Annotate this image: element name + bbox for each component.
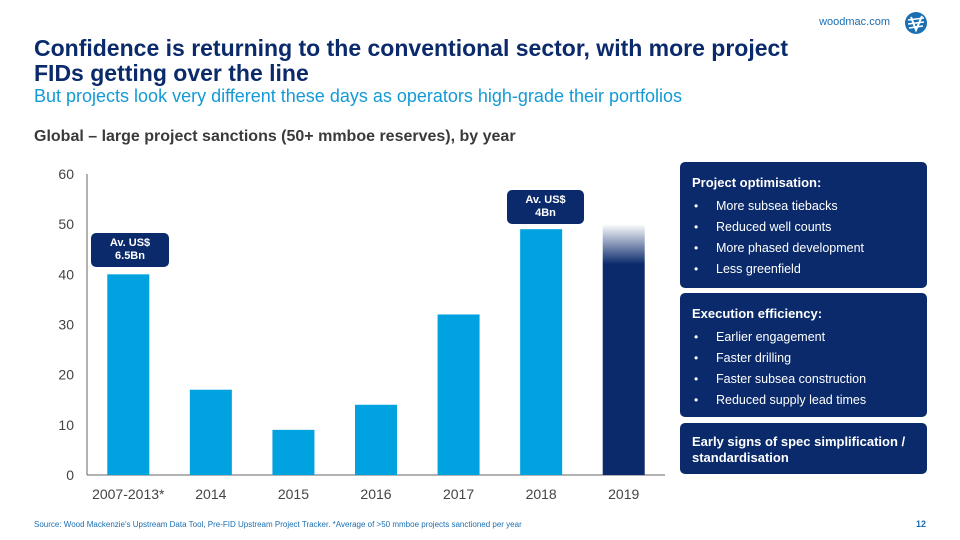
y-tick-label: 10: [58, 417, 74, 433]
panel-project-optimisation: Project optimisation: • More subsea tieba…: [680, 162, 927, 288]
bar-2019: [602, 224, 645, 475]
x-tick-label: 2018: [526, 486, 557, 502]
bar-2018: [520, 229, 563, 475]
bar-2007-2013*: [107, 274, 150, 475]
source-note: Source: Wood Mackenzie's Upstream Data T…: [34, 520, 522, 529]
callout-2007-2013: Av. US$ 6.5Bn: [91, 233, 169, 267]
list-item: • Reduced supply lead times: [692, 390, 917, 411]
list-item-text: Faster subsea construction: [716, 372, 867, 386]
x-tick-label: 2019: [608, 486, 639, 502]
list-item-text: Reduced well counts: [716, 220, 832, 234]
x-tick-label: 2017: [443, 486, 474, 502]
bar-2017: [437, 314, 480, 475]
bullet-icon: •: [694, 220, 699, 234]
panel-spec-simplification: Early signs of spec simplification / sta…: [680, 423, 927, 474]
chart-title: Global – large project sanctions (50+ mm…: [34, 128, 516, 145]
list-item: • More subsea tiebacks: [692, 196, 917, 217]
page-number: 12: [915, 519, 926, 529]
x-tick-label: 2016: [360, 486, 391, 502]
bullet-icon: •: [694, 262, 699, 276]
list-item: • Earlier engagement: [692, 327, 917, 348]
list-item-text: Earlier engagement: [716, 330, 826, 344]
y-tick-label: 50: [58, 216, 74, 232]
bullet-icon: •: [694, 372, 699, 386]
list-item: • Faster subsea construction: [692, 369, 917, 390]
page-title: Confidence is returning to the conventio…: [34, 35, 788, 86]
x-tick-label: 2014: [195, 486, 226, 502]
panel-execution-efficiency: Execution efficiency: • Earlier engagemen…: [680, 293, 927, 417]
bullet-icon: •: [694, 330, 699, 344]
list-item-text: More phased development: [716, 241, 865, 255]
panel-title: Early signs of spec simplification / sta…: [692, 434, 906, 465]
x-tick-label: 2015: [278, 486, 309, 502]
bullet-icon: •: [694, 199, 699, 213]
bullet-icon: •: [694, 241, 699, 255]
page-subtitle: But projects look very different these d…: [34, 86, 683, 106]
y-tick-label: 30: [58, 317, 74, 333]
callout-line2: 4Bn: [535, 207, 556, 219]
panel-title: Project optimisation:: [692, 175, 822, 190]
list-item: • Reduced well counts: [692, 217, 917, 238]
bullet-icon: •: [694, 393, 699, 407]
list-item-text: Less greenfield: [716, 262, 801, 276]
callout-line2: 6.5Bn: [115, 250, 145, 262]
callout-2018: Av. US$ 4Bn: [507, 190, 584, 224]
y-tick-label: 20: [58, 367, 74, 383]
callout-line1: Av. US$: [109, 237, 151, 249]
bar-2016: [355, 404, 397, 475]
bar-chart: 0 10 20 30 40 50 60 2007-2013* 2014 2015 2016 2017 2…: [58, 166, 665, 502]
bar-2015: [272, 429, 315, 475]
list-item-text: Faster drilling: [716, 351, 792, 365]
panel-title: Execution efficiency:: [692, 306, 823, 321]
bar-2014: [189, 389, 232, 475]
list-item: • More phased development: [692, 238, 917, 259]
woodmac-logo-icon: [905, 12, 927, 34]
x-tick-label: 2007-2013*: [92, 486, 165, 502]
brand-link[interactable]: woodmac.com: [819, 16, 890, 28]
list-item-text: Reduced supply lead times: [716, 393, 867, 407]
y-tick-label: 40: [58, 266, 74, 282]
list-item: • Faster drilling: [692, 348, 917, 369]
callout-line1: Av. US$: [525, 194, 566, 206]
y-tick-label: 0: [66, 467, 74, 483]
bullet-icon: •: [694, 351, 699, 365]
list-item: • Less greenfield: [692, 259, 917, 280]
list-item-text: More subsea tiebacks: [716, 199, 838, 213]
y-tick-label: 60: [58, 166, 74, 182]
